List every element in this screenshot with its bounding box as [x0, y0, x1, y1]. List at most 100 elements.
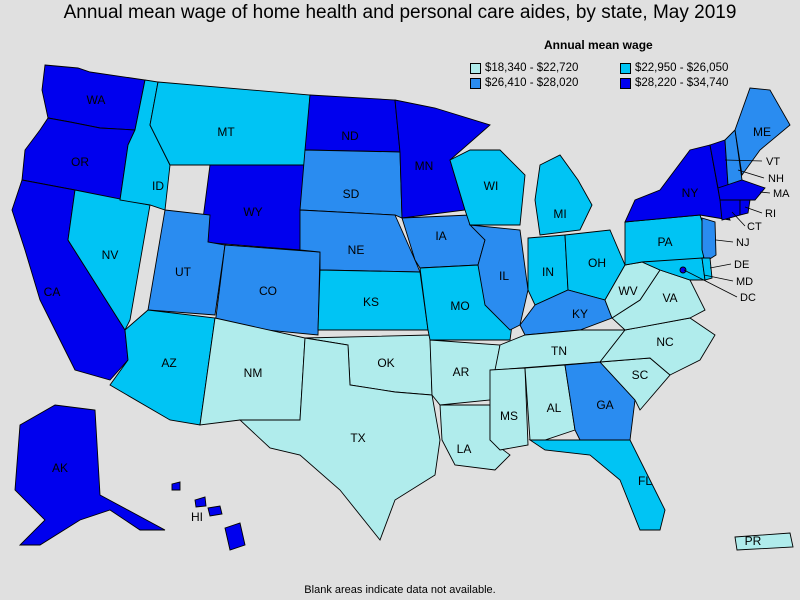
label-PR: PR	[745, 534, 762, 548]
label-leader-lines	[683, 159, 771, 298]
state-MT[interactable]	[149, 81, 311, 166]
map-title: Annual mean wage of home health and pers…	[63, 2, 737, 23]
label-NM: NM	[244, 366, 263, 380]
leader-DE	[709, 263, 732, 269]
state-MA[interactable]	[717, 179, 766, 201]
legend-title: Annual mean wage	[544, 38, 653, 52]
state-IL[interactable]	[468, 224, 529, 331]
legend-label: $22,950 - $26,050	[635, 62, 729, 74]
label-NC: NC	[656, 335, 674, 349]
state-RI[interactable]	[739, 199, 751, 216]
state-NJ[interactable]	[701, 217, 717, 263]
leader-RI	[744, 206, 763, 214]
label-IL: IL	[499, 269, 509, 283]
state-MI[interactable]	[534, 154, 593, 236]
footer-note: Blank areas indicate data not available.	[304, 584, 496, 596]
legend-swatch	[620, 62, 631, 74]
label-MD: MD	[736, 276, 753, 288]
state-PR[interactable]	[734, 532, 794, 551]
label-NE: NE	[348, 243, 365, 257]
label-MT: MT	[217, 125, 235, 139]
label-CA: CA	[44, 285, 61, 299]
label-SD: SD	[343, 187, 360, 201]
leader-CT	[731, 211, 746, 227]
label-IA: IA	[435, 229, 446, 243]
legend-swatch	[620, 77, 631, 89]
state-SD[interactable]	[299, 149, 403, 219]
label-TX: TX	[350, 431, 365, 445]
state-HI-island-3	[207, 505, 223, 517]
legend-item-tier-3: $28,220 - $34,740	[620, 77, 770, 89]
state-MS[interactable]	[489, 367, 529, 451]
label-NV: NV	[102, 248, 119, 262]
state-HI-island-2	[194, 496, 207, 508]
state-MD[interactable]	[641, 257, 706, 281]
label-VA: VA	[662, 291, 677, 305]
label-WA: WA	[87, 93, 106, 107]
leader-MD	[703, 274, 734, 282]
label-MI: MI	[553, 207, 566, 221]
legend-swatch	[470, 77, 481, 89]
label-DC: DC	[740, 292, 756, 304]
label-WV: WV	[618, 284, 637, 298]
legend-item-tier-1: $22,950 - $26,050	[620, 62, 770, 74]
label-HI: HI	[191, 510, 203, 524]
label-LA: LA	[457, 442, 472, 456]
label-AK: AK	[52, 461, 68, 475]
label-KY: KY	[572, 307, 588, 321]
label-MS: MS	[500, 409, 518, 423]
legend-swatch	[470, 62, 481, 74]
label-RI: RI	[765, 208, 776, 220]
label-WI: WI	[484, 179, 499, 193]
label-ID: ID	[152, 179, 164, 193]
label-CO: CO	[259, 284, 277, 298]
legend-label: $28,220 - $34,740	[635, 77, 729, 89]
label-ND: ND	[341, 129, 359, 143]
label-NJ: NJ	[736, 237, 749, 249]
legend: $18,340 - $22,720 $22,950 - $26,050 $26,…	[470, 62, 800, 89]
legend-item-tier-2: $26,410 - $28,020	[470, 77, 620, 89]
label-FL: FL	[638, 474, 652, 488]
label-OK: OK	[377, 356, 394, 370]
state-HI-island-4	[171, 481, 181, 491]
leader-VT	[724, 159, 763, 162]
state-CO[interactable]	[214, 244, 321, 336]
label-MO: MO	[450, 299, 469, 313]
state-ND[interactable]	[304, 94, 401, 153]
legend-item-tier-0: $18,340 - $22,720	[470, 62, 620, 74]
label-TN: TN	[551, 344, 567, 358]
state-HI[interactable]	[224, 522, 246, 551]
label-CT: CT	[747, 221, 762, 233]
label-NH: NH	[768, 173, 784, 185]
label-GA: GA	[596, 398, 613, 412]
legend-label: $26,410 - $28,020	[485, 77, 579, 89]
state-AR[interactable]	[429, 339, 501, 406]
legend-label: $18,340 - $22,720	[485, 62, 579, 74]
state-AK[interactable]	[14, 404, 166, 546]
label-AR: AR	[453, 365, 470, 379]
label-IN: IN	[542, 265, 554, 279]
leader-NH	[737, 169, 765, 179]
label-PA: PA	[657, 235, 672, 249]
label-UT: UT	[175, 265, 192, 279]
state-ME[interactable]	[734, 87, 791, 177]
state-DC[interactable]	[679, 266, 687, 274]
state-AL[interactable]	[524, 364, 576, 441]
label-AZ: AZ	[161, 356, 176, 370]
state-FL[interactable]	[528, 439, 666, 531]
state-DE[interactable]	[701, 257, 713, 281]
leader-NJ	[715, 239, 734, 243]
label-OR: OR	[71, 155, 89, 169]
label-ME: ME	[753, 125, 771, 139]
label-AL: AL	[547, 401, 562, 415]
label-MN: MN	[415, 159, 434, 173]
leader-DC	[683, 269, 738, 298]
label-MA: MA	[773, 188, 790, 200]
label-WY: WY	[243, 205, 262, 219]
leader-MA	[759, 191, 771, 194]
state-WI[interactable]	[449, 149, 526, 226]
label-VT: VT	[766, 156, 780, 168]
label-SC: SC	[632, 368, 649, 382]
label-NY: NY	[682, 186, 699, 200]
state-TX[interactable]	[238, 337, 441, 541]
